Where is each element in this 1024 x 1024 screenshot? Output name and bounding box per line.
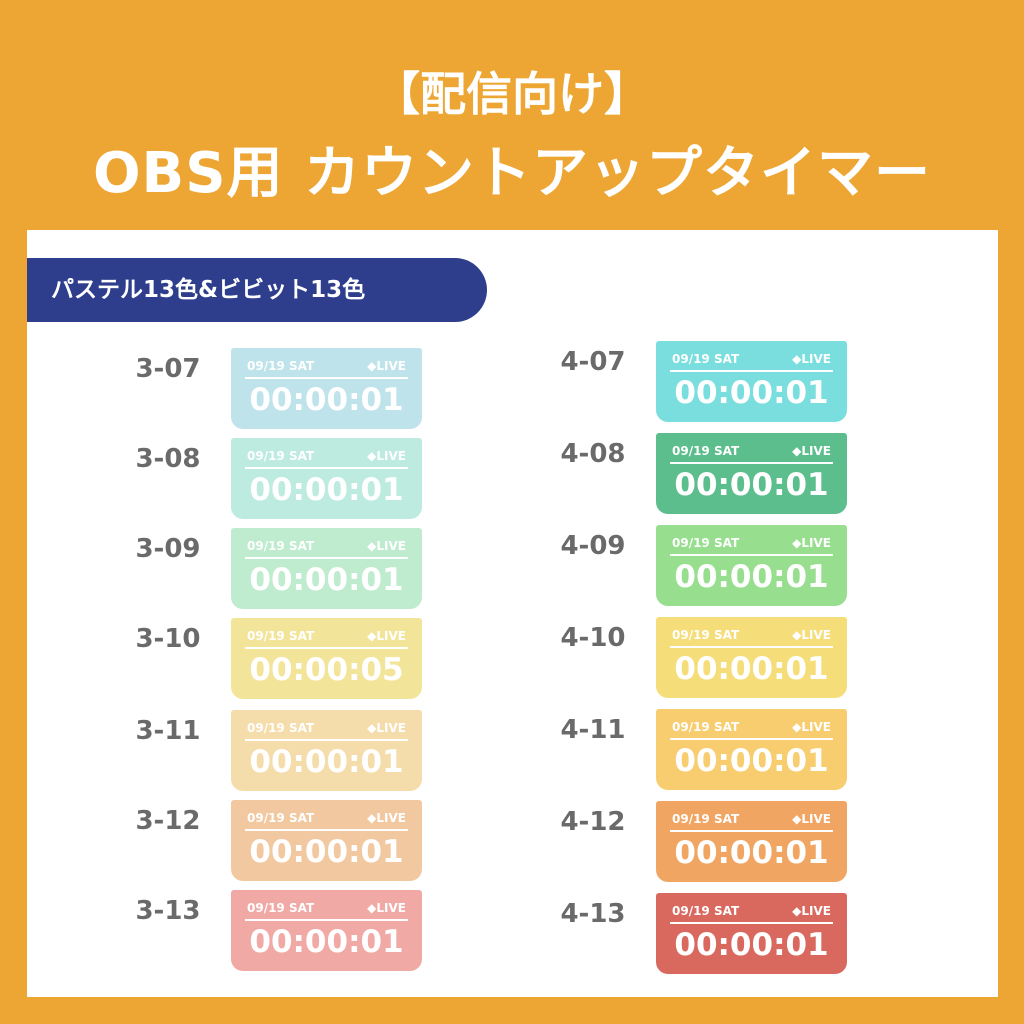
timer-card: 09/19 SAT ◆LIVE 00:00:01 — [656, 893, 847, 974]
timer-card: 09/19 SAT ◆LIVE 00:00:01 — [231, 348, 422, 429]
timer-code: 3-08 — [135, 444, 201, 474]
divider — [245, 919, 408, 921]
timer-card: 09/19 SAT ◆LIVE 00:00:01 — [656, 801, 847, 882]
panel — [27, 230, 998, 997]
timer-time: 00:00:01 — [674, 835, 829, 871]
timer-live: ◆LIVE — [367, 449, 406, 463]
timer-time: 00:00:01 — [674, 375, 829, 411]
timer-live: ◆LIVE — [367, 901, 406, 915]
timer-time: 00:00:01 — [249, 924, 404, 960]
divider — [245, 739, 408, 741]
timer-date: 09/19 SAT — [247, 449, 315, 463]
timer-live: ◆LIVE — [792, 904, 831, 918]
divider — [670, 462, 833, 464]
subtitle: OBS用 カウントアップタイマー — [92, 141, 932, 206]
timer-time: 00:00:01 — [249, 834, 404, 870]
timer-code: 3-07 — [135, 354, 201, 384]
timer-date: 09/19 SAT — [247, 359, 315, 373]
divider — [670, 554, 833, 556]
timer-card: 09/19 SAT ◆LIVE 00:00:01 — [231, 528, 422, 609]
timer-live: ◆LIVE — [792, 352, 831, 366]
timer-code: 3-12 — [135, 806, 201, 836]
divider — [245, 467, 408, 469]
divider — [670, 646, 833, 648]
badge: パステル13色&ビビット13色 — [27, 258, 487, 322]
timer-time: 00:00:01 — [674, 467, 829, 503]
timer-date: 09/19 SAT — [672, 628, 740, 642]
timer-live: ◆LIVE — [367, 539, 406, 553]
timer-code: 4-08 — [560, 439, 626, 469]
timer-live: ◆LIVE — [367, 721, 406, 735]
timer-time: 00:00:01 — [674, 651, 829, 687]
timer-time: 00:00:05 — [249, 652, 404, 688]
timer-date: 09/19 SAT — [672, 812, 740, 826]
timer-date: 09/19 SAT — [672, 352, 740, 366]
timer-time: 00:00:01 — [249, 472, 404, 508]
timer-live: ◆LIVE — [792, 720, 831, 734]
timer-live: ◆LIVE — [367, 811, 406, 825]
divider — [670, 370, 833, 372]
timer-card: 09/19 SAT ◆LIVE 00:00:01 — [231, 438, 422, 519]
timer-date: 09/19 SAT — [247, 539, 315, 553]
timer-card: 09/19 SAT ◆LIVE 00:00:01 — [231, 800, 422, 881]
timer-live: ◆LIVE — [792, 812, 831, 826]
timer-time: 00:00:01 — [249, 744, 404, 780]
timer-time: 00:00:01 — [674, 927, 829, 963]
divider — [245, 557, 408, 559]
timer-code: 4-10 — [560, 623, 626, 653]
divider — [670, 738, 833, 740]
timer-card: 09/19 SAT ◆LIVE 00:00:01 — [656, 341, 847, 422]
timer-date: 09/19 SAT — [672, 720, 740, 734]
timer-card: 09/19 SAT ◆LIVE 00:00:01 — [231, 710, 422, 791]
timer-code: 4-12 — [560, 807, 626, 837]
timer-date: 09/19 SAT — [672, 444, 740, 458]
timer-time: 00:00:01 — [249, 562, 404, 598]
timer-live: ◆LIVE — [792, 536, 831, 550]
timer-code: 3-09 — [135, 534, 201, 564]
timer-date: 09/19 SAT — [247, 811, 315, 825]
timer-card: 09/19 SAT ◆LIVE 00:00:01 — [656, 525, 847, 606]
timer-card: 09/19 SAT ◆LIVE 00:00:01 — [231, 890, 422, 971]
timer-date: 09/19 SAT — [247, 629, 315, 643]
timer-code: 3-10 — [135, 624, 201, 654]
timer-date: 09/19 SAT — [247, 721, 315, 735]
divider — [245, 829, 408, 831]
timer-card: 09/19 SAT ◆LIVE 00:00:05 — [231, 618, 422, 699]
timer-date: 09/19 SAT — [247, 901, 315, 915]
title: 【配信向け】 — [374, 67, 650, 121]
timer-code: 4-13 — [560, 899, 626, 929]
timer-card: 09/19 SAT ◆LIVE 00:00:01 — [656, 433, 847, 514]
timer-live: ◆LIVE — [367, 629, 406, 643]
timer-time: 00:00:01 — [674, 743, 829, 779]
timer-live: ◆LIVE — [792, 444, 831, 458]
timer-code: 3-11 — [135, 716, 201, 746]
divider — [670, 922, 833, 924]
timer-time: 00:00:01 — [674, 559, 829, 595]
timer-date: 09/19 SAT — [672, 904, 740, 918]
timer-date: 09/19 SAT — [672, 536, 740, 550]
timer-code: 4-07 — [560, 347, 626, 377]
timer-code: 4-11 — [560, 715, 626, 745]
timer-time: 00:00:01 — [249, 382, 404, 418]
timer-live: ◆LIVE — [792, 628, 831, 642]
timer-code: 3-13 — [135, 896, 201, 926]
timer-code: 4-09 — [560, 531, 626, 561]
divider — [245, 377, 408, 379]
divider — [245, 647, 408, 649]
divider — [670, 830, 833, 832]
timer-card: 09/19 SAT ◆LIVE 00:00:01 — [656, 617, 847, 698]
timer-card: 09/19 SAT ◆LIVE 00:00:01 — [656, 709, 847, 790]
timer-live: ◆LIVE — [367, 359, 406, 373]
